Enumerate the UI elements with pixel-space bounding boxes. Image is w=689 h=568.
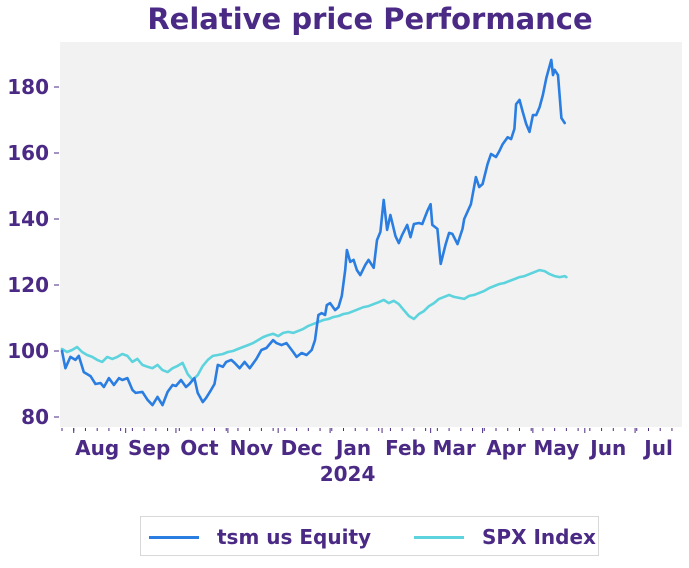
y-tick-label: 120 bbox=[7, 273, 49, 297]
legend-item-spx: SPX Index bbox=[414, 517, 596, 557]
x-tick-label: Jul bbox=[642, 436, 673, 460]
plot-area bbox=[60, 42, 682, 427]
x-tick-label: Dec bbox=[281, 436, 323, 460]
x-tick-label: Jun bbox=[588, 436, 626, 460]
x-tick-label: Aug bbox=[75, 436, 119, 460]
legend-swatch-spx bbox=[414, 535, 464, 539]
y-tick-label: 80 bbox=[21, 405, 49, 429]
legend-item-tsm: tsm us Equity bbox=[149, 517, 371, 557]
x-tick-label: Sep bbox=[128, 436, 170, 460]
chart-title: Relative price Performance bbox=[147, 2, 593, 36]
y-tick-label: 100 bbox=[7, 339, 49, 363]
y-axis: 80 100 120 140 160 180 bbox=[7, 75, 59, 429]
x-tick-label: Apr bbox=[486, 436, 526, 460]
x-tick-label: Oct bbox=[180, 436, 219, 460]
y-tick-label: 160 bbox=[7, 141, 49, 165]
legend-label-tsm: tsm us Equity bbox=[217, 525, 372, 549]
legend-label-spx: SPX Index bbox=[482, 525, 596, 549]
x-tick-label: May bbox=[533, 436, 579, 460]
legend: tsm us Equity SPX Index bbox=[140, 516, 599, 556]
x-tick-label: Nov bbox=[230, 436, 274, 460]
x-tick-sublabel: 2024 bbox=[320, 462, 376, 486]
legend-swatch-tsm bbox=[149, 535, 199, 539]
series-line-spx bbox=[60, 268, 568, 382]
x-tick-label: Feb bbox=[385, 436, 426, 460]
y-tick-label: 140 bbox=[7, 207, 49, 231]
x-tick-label: Jan bbox=[334, 436, 371, 460]
series-line-tsm bbox=[60, 58, 567, 407]
x-tick-label: Mar bbox=[432, 436, 475, 460]
series-lines bbox=[60, 58, 568, 407]
y-tick-label: 180 bbox=[7, 75, 49, 99]
